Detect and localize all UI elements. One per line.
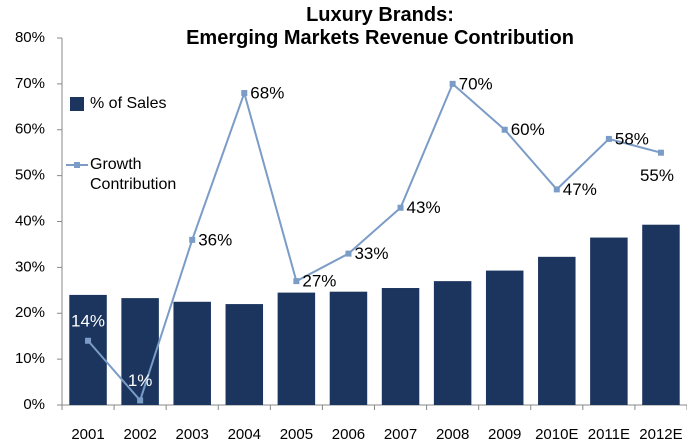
x-tick-label: 2012E [639,426,682,443]
data-label: 68% [250,84,284,103]
legend-label: % of Sales [90,95,167,112]
data-label: 47% [563,180,597,199]
bar [642,224,680,405]
data-label: 36% [198,230,232,249]
data-label: 55% [640,166,674,185]
bar [381,288,420,405]
marker [241,90,248,97]
data-label: 27% [302,272,336,291]
legend-swatch [74,162,80,168]
chart-title: Luxury Brands: Emerging Markets Revenue … [186,4,574,49]
data-label: 43% [407,198,441,217]
bar [329,291,368,405]
bar [225,304,264,405]
marker [449,80,456,87]
bar [277,292,316,405]
x-tick-label: 2009 [488,426,521,443]
bar [485,270,524,405]
data-label: 60% [511,120,545,139]
bar [173,301,211,405]
legend-label: Growth Contribution [90,156,177,193]
bar [590,237,628,405]
x-tick-label: 2005 [280,426,313,443]
marker [85,337,92,344]
marker [553,186,560,193]
data-label: 58% [615,129,649,148]
legend-swatch [70,97,84,111]
marker [189,236,196,243]
x-tick-label: 2002 [123,426,156,443]
bar [538,256,576,405]
x-tick-label: 2010E [535,426,578,443]
x-tick-label: 2006 [332,426,365,443]
y-tick-label: 40% [15,212,45,229]
x-tick-label: 2004 [228,426,261,443]
marker [293,278,300,285]
x-tick-label: 2008 [436,426,469,443]
x-tick-label: 2007 [384,426,417,443]
bar [433,281,472,405]
y-tick-label: 0% [23,396,45,413]
y-tick-label: 30% [15,258,45,275]
marker [345,250,352,257]
marker [501,126,508,133]
data-label: 14% [71,311,105,330]
y-tick-label: 50% [15,167,45,184]
x-tick-label: 2003 [176,426,209,443]
y-tick-label: 80% [15,29,45,46]
marker [605,135,612,142]
data-label: 70% [459,74,493,93]
y-tick-label: 10% [15,350,45,367]
data-label: 1% [128,371,153,390]
y-tick-label: 70% [15,75,45,92]
line [87,82,662,403]
marker [137,397,144,404]
x-tick-label: 2001 [71,426,104,443]
y-tick-label: 20% [15,304,45,321]
bar [69,294,107,405]
data-label: 33% [354,244,388,263]
marker [397,204,404,211]
y-tick-label: 60% [15,121,45,138]
x-tick-label: 2011E [588,426,630,443]
marker [657,149,664,156]
